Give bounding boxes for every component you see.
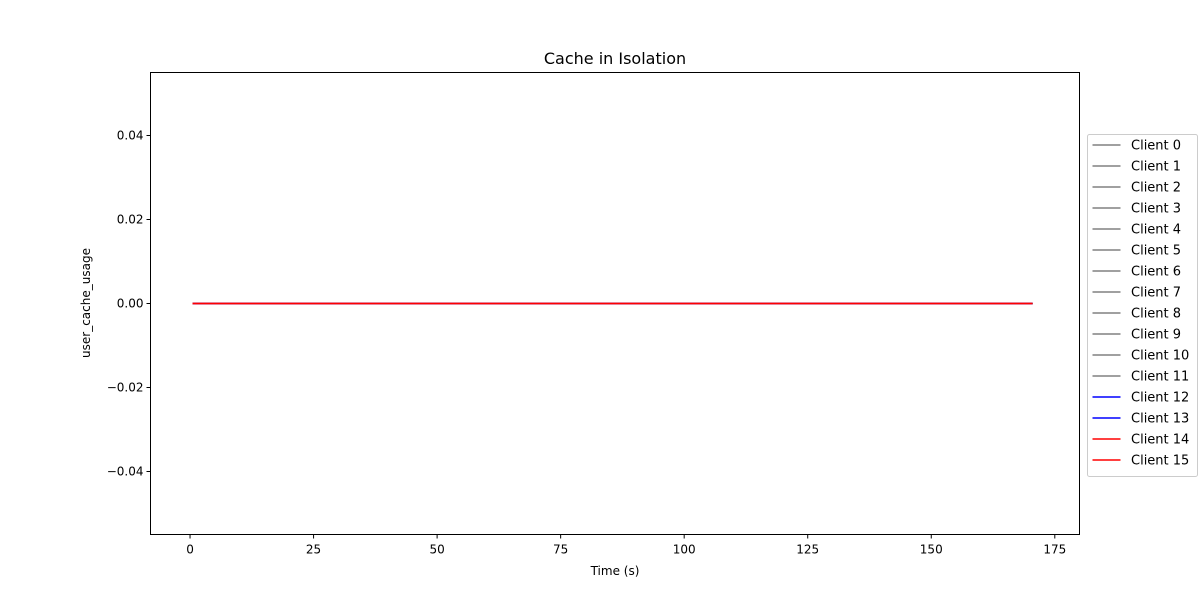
legend-entry-label: Client 15	[1131, 454, 1189, 469]
legend-entry-label: Client 12	[1131, 391, 1189, 406]
x-tick-label: 50	[429, 543, 444, 557]
y-tick-label: 0.00	[117, 297, 144, 311]
x-tick-label: 25	[306, 543, 321, 557]
x-tick-label: 150	[920, 543, 943, 557]
x-axis-label: Time (s)	[590, 564, 640, 578]
x-tick-label: 100	[673, 543, 696, 557]
legend-entry-label: Client 10	[1131, 349, 1189, 364]
legend-entry-label: Client 7	[1131, 286, 1181, 301]
legend-entry-label: Client 9	[1131, 328, 1181, 343]
legend-entry-label: Client 13	[1131, 412, 1189, 427]
legend-entry-label: Client 8	[1131, 307, 1181, 322]
legend-entry-label: Client 4	[1131, 223, 1181, 238]
legend-entry-label: Client 1	[1131, 160, 1181, 175]
y-axis-label: user_cache_usage	[79, 248, 93, 358]
legend-entry-label: Client 3	[1131, 202, 1181, 217]
y-axis: −0.04 −0.02 0.00 0.02 0.04	[107, 129, 151, 479]
legend-entry-label: Client 14	[1131, 433, 1189, 448]
x-tick-label: 175	[1043, 543, 1066, 557]
legend-entry-label: Client 0	[1131, 139, 1181, 154]
legend-box	[1087, 134, 1198, 477]
legend-entry-label: Client 11	[1131, 370, 1189, 385]
y-tick-label: −0.02	[107, 381, 144, 395]
x-tick-label: 0	[186, 543, 194, 557]
y-tick-label: 0.02	[117, 213, 144, 227]
legend-entry-label: Client 2	[1131, 181, 1181, 196]
x-axis: 0 25 50 75 100 125 150 175	[186, 534, 1066, 557]
y-tick-label: 0.04	[117, 129, 144, 143]
legend: Client 0 Client 1 Client 2 Client 3 Client 4…	[1087, 134, 1198, 477]
y-tick-label: −0.04	[107, 465, 144, 479]
x-tick-label: 125	[796, 543, 819, 557]
chart-title: Cache in Isolation	[544, 49, 686, 68]
legend-entry-label: Client 5	[1131, 244, 1181, 259]
x-tick-label: 75	[553, 543, 568, 557]
legend-entry-label: Client 6	[1131, 265, 1181, 280]
